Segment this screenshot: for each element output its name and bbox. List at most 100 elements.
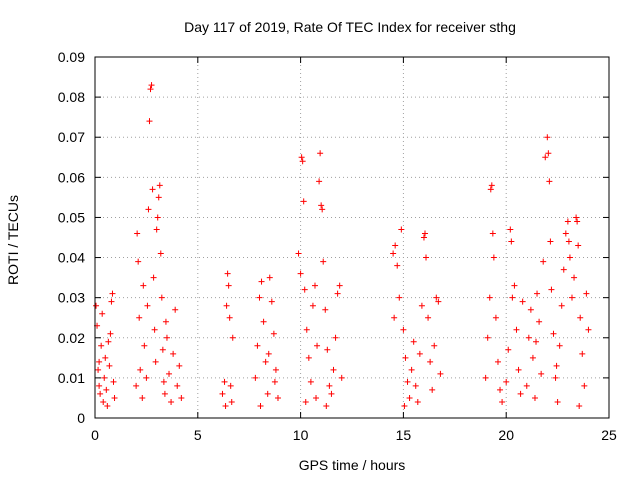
data-point: [156, 182, 163, 189]
data-point: [135, 258, 142, 265]
y-tick-label: 0.02: [58, 330, 85, 346]
data-point: [484, 334, 491, 341]
data-point: [401, 402, 408, 409]
data-point: [571, 274, 578, 281]
x-tick-label: 0: [91, 427, 99, 443]
data-point: [303, 326, 310, 333]
data-point: [141, 342, 148, 349]
data-point: [96, 358, 103, 365]
data-point: [274, 394, 281, 401]
data-point: [525, 334, 532, 341]
y-tick-label: 0: [77, 410, 85, 426]
data-point: [418, 302, 425, 309]
data-point: [96, 382, 103, 389]
data-point: [154, 214, 161, 221]
data-point: [533, 338, 540, 345]
data-point: [133, 382, 140, 389]
chart-title: Day 117 of 2019, Rate Of TEC Index for r…: [184, 19, 516, 35]
data-point: [163, 334, 170, 341]
data-point: [396, 294, 403, 301]
data-point: [487, 186, 494, 193]
data-point: [322, 306, 329, 313]
data-point: [574, 218, 581, 225]
data-point: [137, 366, 144, 373]
data-point: [102, 354, 109, 361]
data-point: [421, 230, 428, 237]
data-point: [174, 382, 181, 389]
data-point: [494, 358, 501, 365]
data-point: [566, 254, 573, 261]
data-point: [229, 334, 236, 341]
data-point: [265, 350, 272, 357]
data-point: [581, 382, 588, 389]
data-point: [332, 334, 339, 341]
data-point: [178, 394, 185, 401]
data-point: [429, 386, 436, 393]
data-point: [107, 330, 114, 337]
data-point: [410, 338, 417, 345]
data-point: [161, 390, 168, 397]
data-point: [93, 302, 100, 309]
data-point: [575, 242, 582, 249]
data-point: [160, 378, 167, 385]
data-point: [110, 378, 117, 385]
data-point: [101, 374, 108, 381]
y-tick-label: 0.07: [58, 129, 85, 145]
data-point: [140, 282, 147, 289]
data-point: [324, 346, 331, 353]
data-point: [511, 282, 518, 289]
data-point: [547, 238, 554, 245]
data-point: [519, 298, 526, 305]
x-axis-label: GPS time / hours: [299, 457, 406, 473]
x-tick-label: 10: [293, 427, 309, 443]
y-tick-label: 0.04: [58, 250, 85, 266]
data-marks: [93, 82, 592, 409]
data-point: [254, 342, 261, 349]
tick-labels: 0 5 10 15 20 25 0 0.01 0.02 0.03 0.04 0.05 0.06 0.07 0…: [58, 49, 617, 443]
y-tick-label: 0.05: [58, 209, 85, 225]
data-point: [317, 150, 324, 157]
data-point: [579, 350, 586, 357]
data-point: [499, 398, 506, 405]
data-point: [319, 206, 326, 213]
y-tick-label: 0.06: [58, 169, 85, 185]
data-point: [311, 282, 318, 289]
data-point: [540, 258, 547, 265]
data-point: [221, 378, 228, 385]
data-point: [529, 354, 536, 361]
data-point: [272, 366, 279, 373]
data-point: [398, 226, 405, 233]
data-point: [336, 282, 343, 289]
data-point: [408, 366, 415, 373]
data-point: [431, 342, 438, 349]
data-point: [338, 374, 345, 381]
data-point: [223, 302, 230, 309]
data-point: [435, 298, 442, 305]
data-point: [225, 282, 232, 289]
data-point: [151, 326, 158, 333]
data-point: [260, 318, 267, 325]
data-point: [152, 358, 159, 365]
data-point: [552, 374, 559, 381]
data-point: [314, 342, 321, 349]
plot-frame: [94, 56, 610, 419]
data-point: [300, 198, 307, 205]
data-point: [139, 394, 146, 401]
data-point: [507, 226, 514, 233]
data-point: [98, 342, 105, 349]
data-point: [427, 358, 434, 365]
data-point: [166, 370, 173, 377]
data-point: [568, 294, 575, 301]
data-point: [309, 302, 316, 309]
data-point: [326, 382, 333, 389]
x-tick-label: 15: [396, 427, 412, 443]
data-point: [153, 226, 160, 233]
data-point: [492, 314, 499, 321]
data-point: [155, 194, 162, 201]
data-point: [268, 298, 275, 305]
data-point: [330, 366, 337, 373]
data-point: [573, 214, 580, 221]
data-point: [158, 294, 165, 301]
